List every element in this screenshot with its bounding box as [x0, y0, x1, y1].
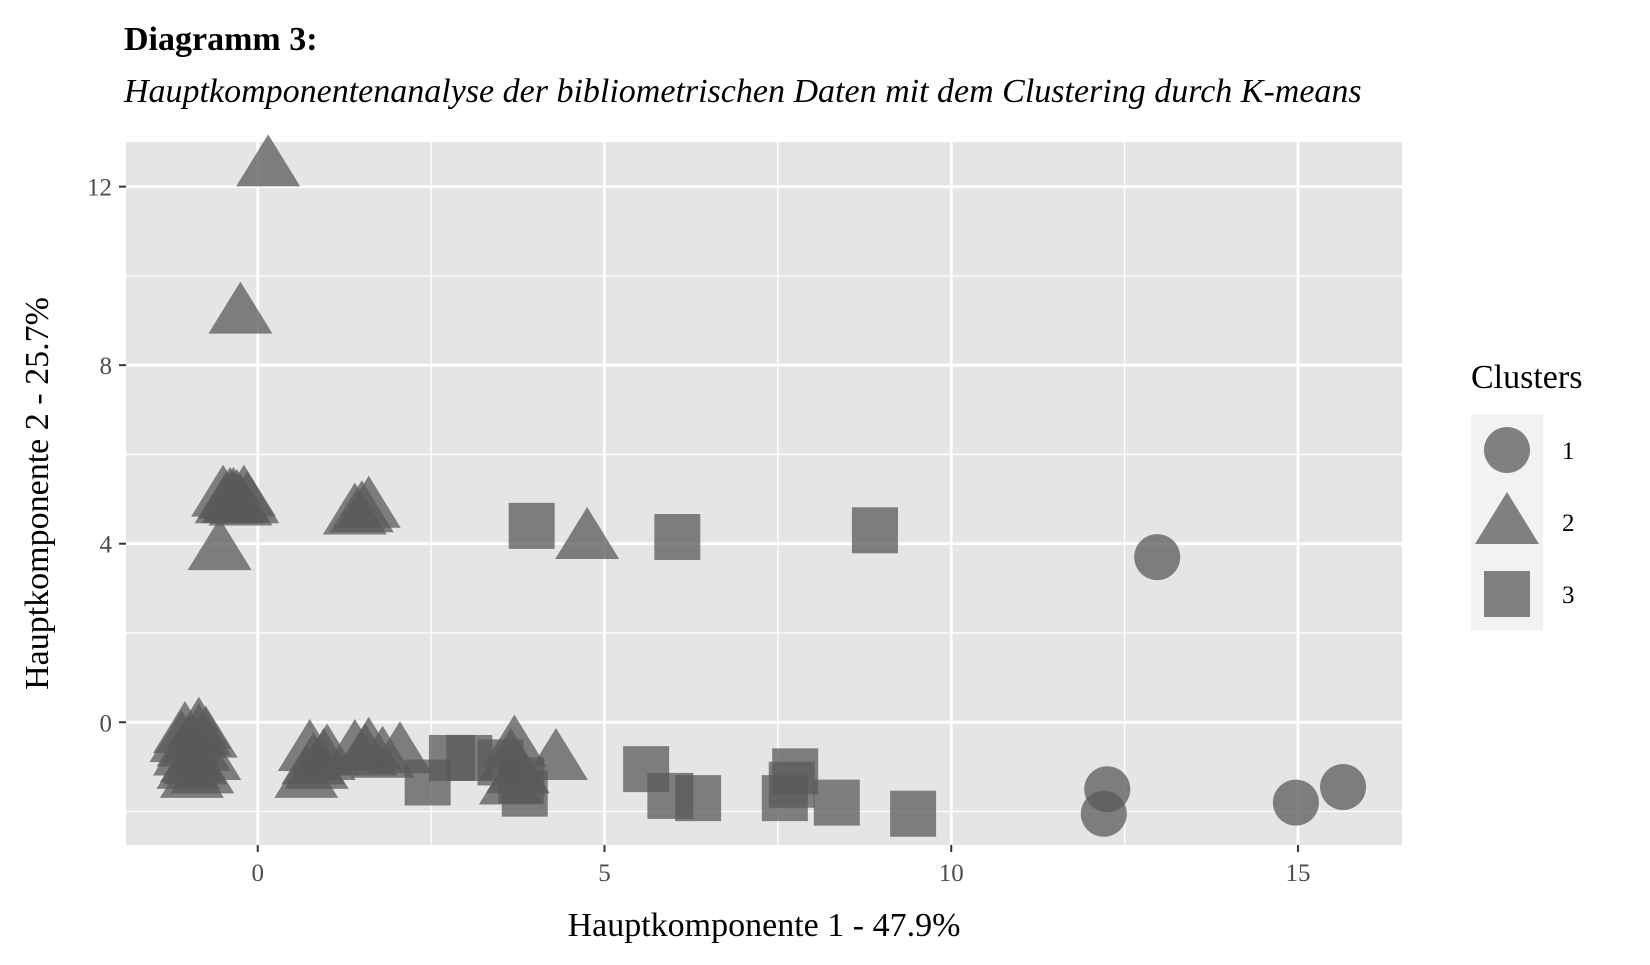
x-axis-title: Hauptkomponente 1 - 47.9%	[568, 907, 961, 944]
cluster-2-point	[198, 466, 263, 519]
y-tick-label: 4	[100, 532, 113, 559]
data-points	[149, 134, 1367, 837]
panel-background	[126, 142, 1402, 845]
legend-label-cluster-3: 3	[1562, 582, 1575, 609]
cluster-3-point	[654, 514, 701, 561]
x-tick-label: 0	[252, 860, 265, 887]
legend-title: Clusters	[1471, 359, 1582, 396]
cluster-3-point	[851, 507, 898, 554]
legend-label-cluster-1: 1	[1562, 438, 1575, 465]
cluster-2-point	[329, 480, 394, 533]
y-tick-label: 12	[87, 175, 112, 202]
legend-key-cluster-2	[1475, 492, 1539, 544]
cluster-2-point	[166, 703, 231, 756]
figure-heading: Diagramm 3: Hauptkomponentenanalyse der …	[124, 18, 1362, 114]
x-tick-label: 15	[1285, 860, 1310, 887]
cluster-2-point	[236, 134, 301, 187]
legend-key-cluster-1	[1484, 427, 1530, 473]
legend: Clusters 1 2 3	[1471, 359, 1582, 630]
cluster-2-point	[159, 730, 224, 783]
x-tick-label: 10	[939, 860, 964, 887]
cluster-3-point	[761, 775, 808, 822]
y-tick-label: 8	[100, 353, 113, 380]
cluster-2-point	[187, 518, 252, 571]
figure-number: Diagramm 3:	[124, 21, 318, 58]
cluster-3-point	[508, 502, 555, 549]
cluster-2-point	[281, 732, 346, 785]
cluster-1-point	[1080, 790, 1127, 837]
legend-key-cluster-3	[1484, 571, 1530, 617]
y-tick-label: 0	[100, 710, 113, 737]
axes: 0 5 10 15 0 4 8 12	[87, 175, 1310, 887]
figure-caption: Hauptkomponentenanalyse der bibliometris…	[124, 73, 1362, 110]
x-tick-label: 5	[598, 860, 611, 887]
cluster-2-point	[208, 281, 273, 334]
plot-panel	[126, 142, 1402, 845]
cluster-3-point	[404, 759, 451, 806]
cluster-3-point	[813, 779, 860, 826]
cluster-1-point	[1272, 779, 1319, 826]
cluster-3-point	[675, 775, 722, 822]
cluster-2-point	[555, 507, 620, 560]
cluster-1-point	[1320, 763, 1367, 810]
legend-label-cluster-2: 2	[1562, 510, 1575, 537]
cluster-1-point	[1134, 534, 1181, 581]
y-axis-title: Hauptkomponente 2 - 25.7%	[19, 297, 56, 690]
cluster-3-point	[501, 770, 548, 817]
cluster-3-point	[890, 790, 937, 837]
